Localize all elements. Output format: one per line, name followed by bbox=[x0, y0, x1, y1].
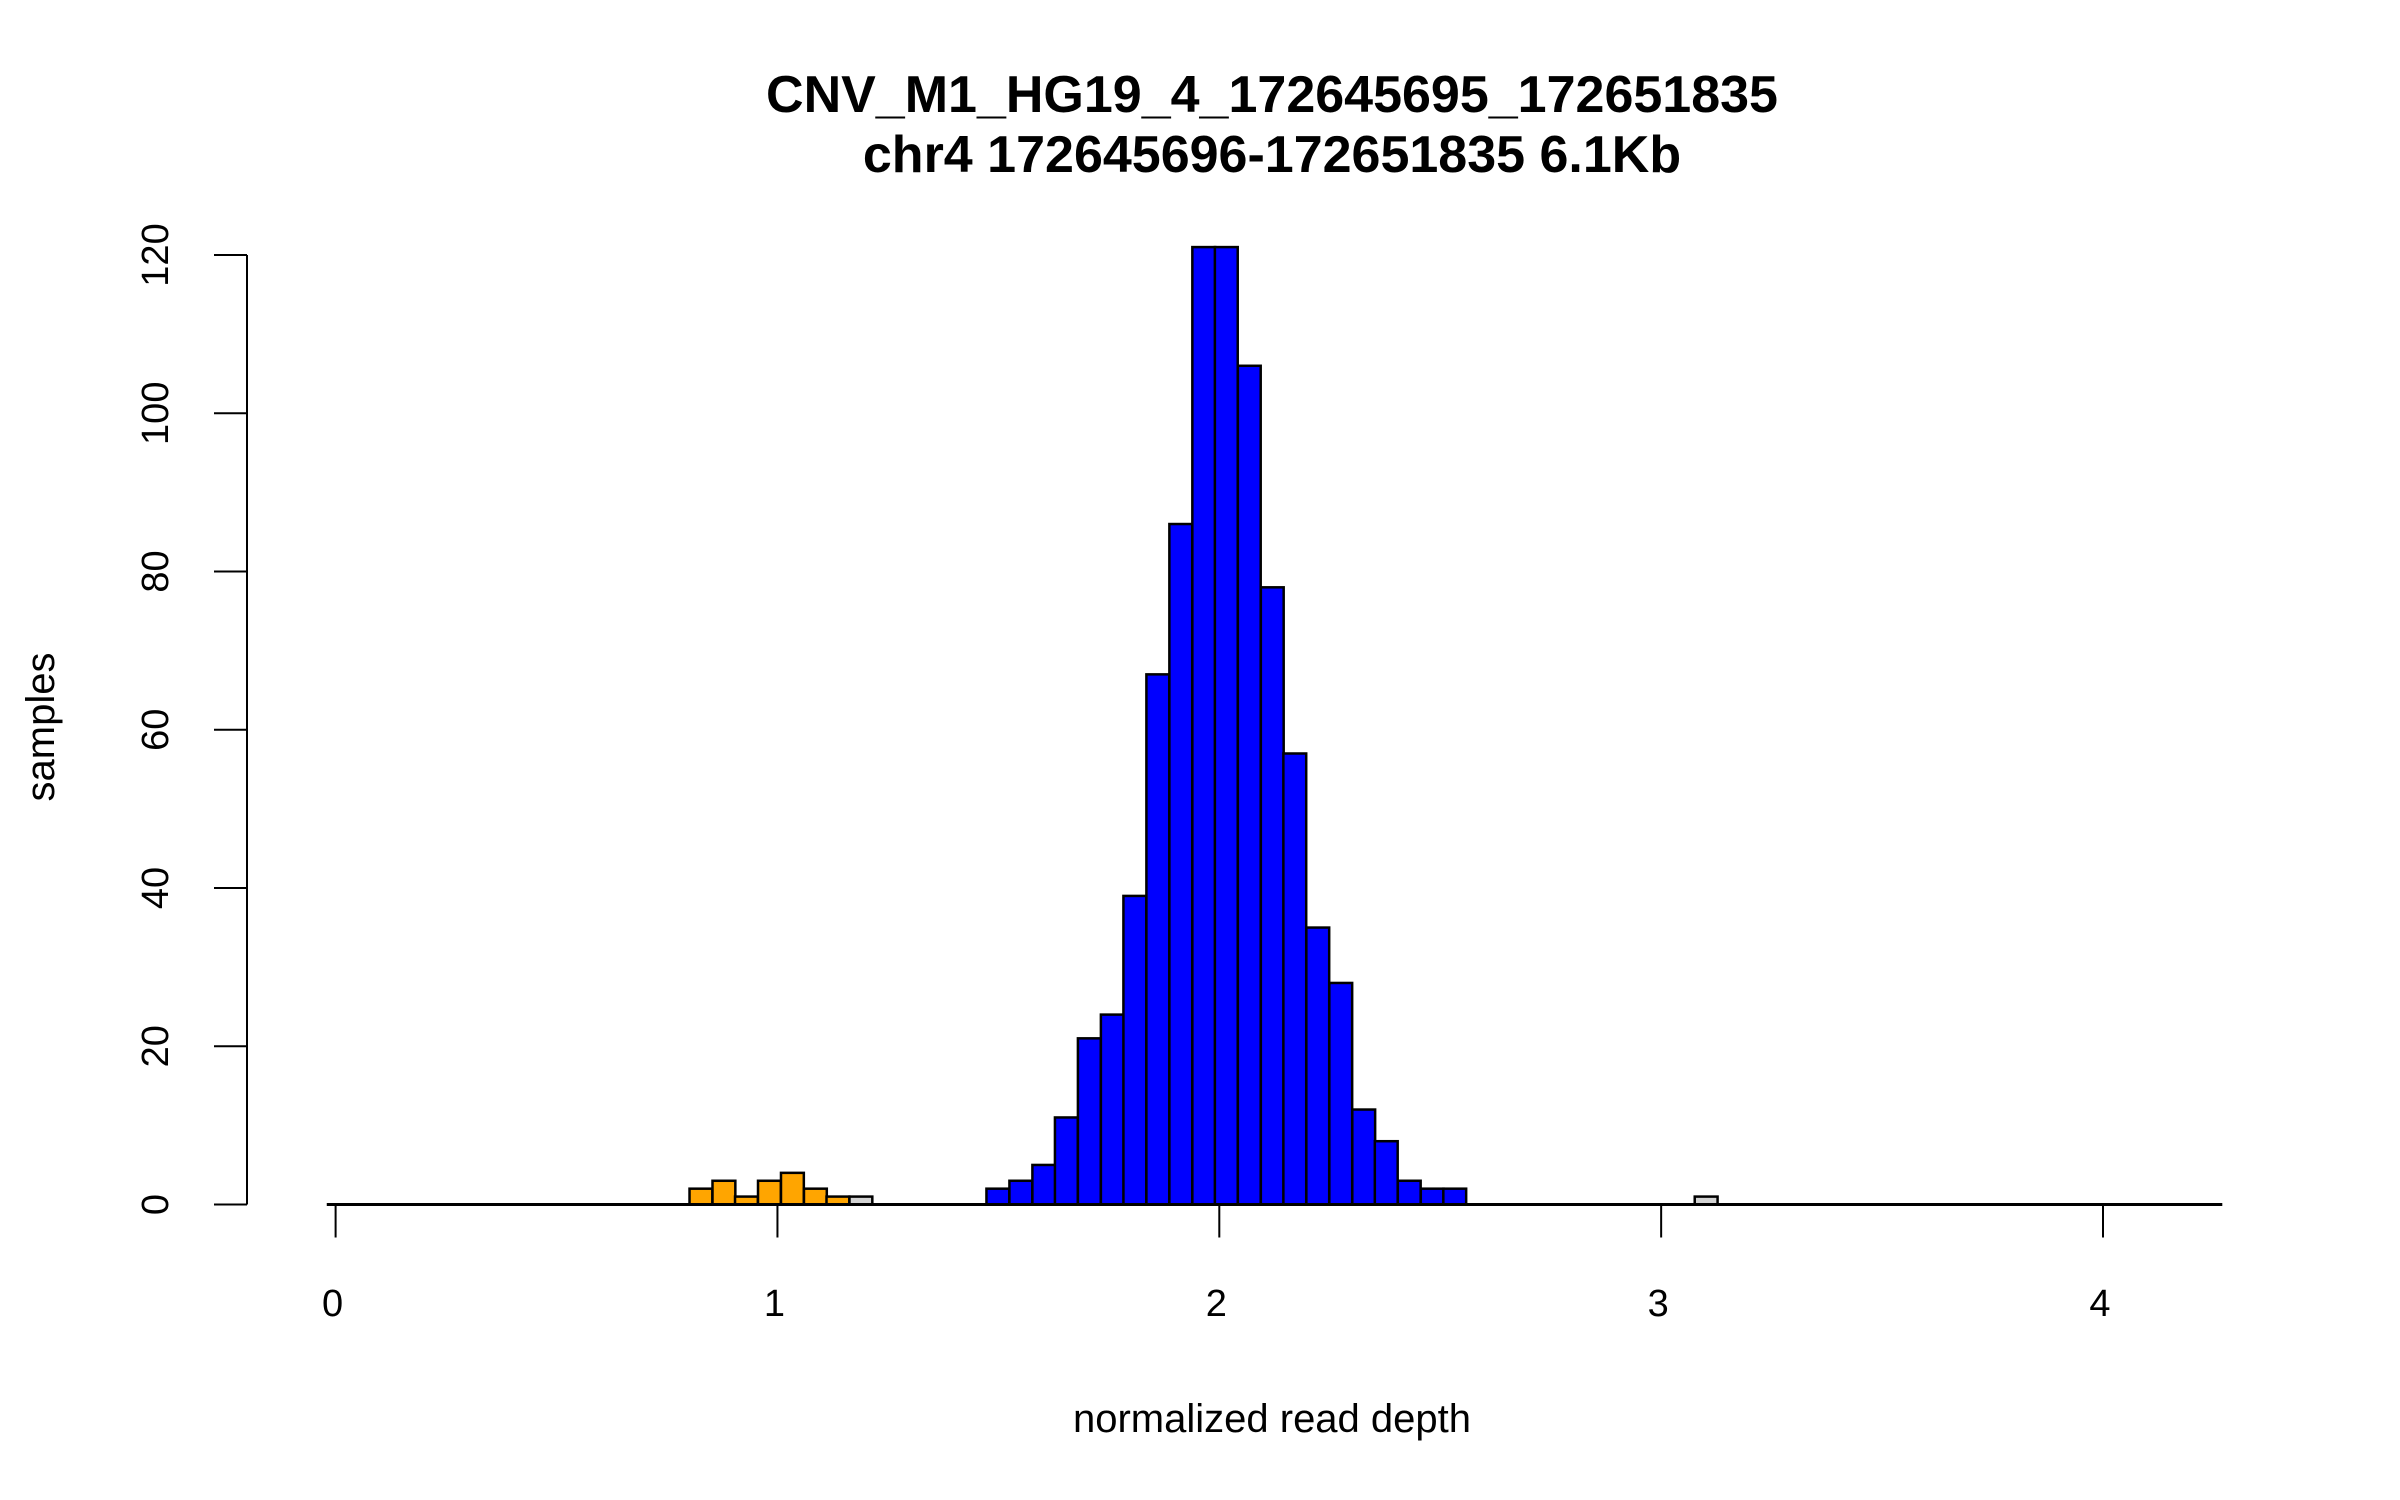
y-tick-label: 120 bbox=[135, 223, 177, 286]
histogram-bar bbox=[1259, 586, 1285, 1206]
histogram-bar bbox=[779, 1171, 806, 1206]
histogram-bar bbox=[1099, 1013, 1125, 1206]
histogram-bar bbox=[756, 1179, 783, 1206]
y-tick-label: 100 bbox=[135, 382, 177, 445]
x-axis-label: normalized read depth bbox=[1073, 1397, 1471, 1441]
histogram-bar bbox=[802, 1187, 829, 1206]
x-tick-label: 0 bbox=[322, 1283, 343, 1325]
bars bbox=[688, 245, 1719, 1206]
histogram-bar bbox=[688, 1187, 714, 1206]
y-axis: 0 20 40 60 80 100 120 bbox=[135, 223, 248, 1215]
y-tick-label: 0 bbox=[135, 1194, 177, 1215]
chart-title: CNV_M1_HG19_4_172645695_172651835 bbox=[766, 66, 1778, 124]
histogram-bar bbox=[1282, 752, 1308, 1206]
histogram-bar bbox=[1396, 1179, 1422, 1206]
histogram-bar bbox=[985, 1187, 1011, 1206]
y-tick-label: 80 bbox=[135, 550, 177, 592]
histogram-bar bbox=[1168, 522, 1194, 1206]
x-tick-label: 4 bbox=[2089, 1283, 2110, 1325]
x-tick-label: 2 bbox=[1206, 1283, 1227, 1325]
histogram-bar bbox=[1008, 1179, 1034, 1206]
chart-subtitle: chr4 172645696-172651835 6.1Kb bbox=[863, 126, 1681, 184]
histogram-bar bbox=[1236, 364, 1262, 1206]
histogram-bar bbox=[1442, 1187, 1468, 1206]
histogram-bar bbox=[1351, 1108, 1377, 1206]
y-tick-label: 40 bbox=[135, 867, 177, 909]
histogram-bar bbox=[1031, 1163, 1057, 1206]
histogram-bar bbox=[1373, 1139, 1399, 1206]
histogram-bar bbox=[1145, 673, 1171, 1206]
histogram-bar bbox=[1305, 926, 1331, 1206]
y-tick-label: 60 bbox=[135, 709, 177, 751]
y-axis-label: samples bbox=[19, 653, 63, 802]
histogram-bar bbox=[1122, 894, 1148, 1206]
histogram-bar bbox=[1328, 981, 1354, 1206]
x-tick-label: 1 bbox=[764, 1283, 785, 1325]
x-tick-label: 3 bbox=[1648, 1283, 1669, 1325]
y-tick-label: 20 bbox=[135, 1025, 177, 1067]
histogram-bar bbox=[1419, 1187, 1445, 1206]
histogram-bar bbox=[1213, 245, 1239, 1206]
x-axis: 0 1 2 3 4 bbox=[322, 1204, 2111, 1325]
histogram-bar bbox=[1076, 1037, 1103, 1206]
histogram-bar bbox=[1191, 245, 1217, 1206]
histogram-bar bbox=[711, 1179, 737, 1206]
histogram-bar bbox=[1053, 1116, 1080, 1206]
